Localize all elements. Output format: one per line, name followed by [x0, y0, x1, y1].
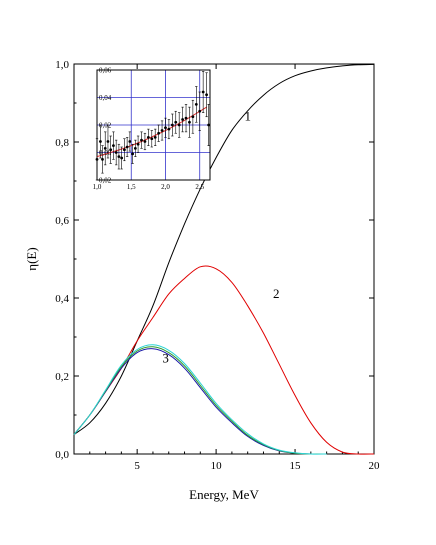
inset-data-point [150, 137, 154, 141]
inset-data-point [164, 126, 167, 130]
series-line-4 [73, 344, 327, 455]
inset-data-point [201, 90, 205, 94]
inset-data-point [170, 123, 174, 127]
y-tick-label: 0,8 [55, 137, 69, 149]
y-tick-label: 0,6 [55, 215, 69, 227]
inset-x-tick-label: 2,5 [195, 183, 204, 191]
x-tick-label: 15 [290, 460, 302, 472]
inset-data-point [177, 123, 181, 127]
inset-data-point [117, 155, 121, 159]
inset-data-point [106, 140, 110, 143]
inset-data-point [198, 109, 202, 113]
main-plot-area: 5 10 15 20 0,0 0,2 0,4 0,6 0,8 1,0 Energy, MeV η(E)… [24, 59, 380, 502]
inset-data-point [133, 146, 137, 150]
inset-data-point [131, 152, 135, 156]
inset-data-point [184, 116, 188, 120]
inset-data-point [181, 118, 185, 121]
inset-data-point [95, 157, 99, 161]
inset-data-point [120, 156, 124, 160]
y-tick-label: 0,2 [55, 371, 69, 383]
inset-data-point [205, 93, 208, 97]
curve-label-1: 1 [245, 109, 252, 124]
inset-data-point [99, 140, 102, 143]
inset-y-tick-label: 0,02 [99, 122, 112, 130]
inset-data-point [153, 135, 157, 139]
x-tick-label: 20 [369, 460, 381, 472]
inset-data-point [167, 127, 171, 131]
y-axis-label: η(E) [24, 247, 39, 270]
inset-data-point [146, 135, 150, 139]
inset-data-point [128, 140, 132, 143]
inset-data-point [122, 148, 126, 152]
inset-data-point [188, 120, 191, 124]
inset-data-point [103, 146, 107, 150]
inset-data-point [125, 145, 129, 149]
inset-x-tick-label: 2,0 [161, 183, 170, 191]
inset-x-tick-label: 1,5 [127, 183, 136, 191]
inset-data-point [109, 148, 113, 152]
x-axis-label: Energy, MeV [189, 487, 259, 502]
inset-data-point [140, 138, 143, 142]
y-tick-label: 0,4 [55, 293, 69, 305]
series-line-3 [73, 346, 327, 455]
inset-data-point [160, 129, 164, 132]
inset-data-point [157, 131, 161, 135]
inset-y-tick-label: 0,02 [99, 177, 112, 185]
series-line-0 [73, 63, 375, 435]
x-tick-label: 10 [211, 460, 223, 472]
inset-data-point [207, 123, 211, 127]
inset-y-tick-label: 0,04 [99, 94, 112, 102]
inset-data-point [112, 144, 115, 148]
inset-y-tick-label: 0,06 [99, 67, 112, 75]
inset-plot-area: 1,0 1,5 2,0 2,50,020,000,020,040,06 [93, 67, 211, 191]
y-tick-label: 0,0 [55, 449, 69, 461]
inset-data-point [143, 140, 147, 143]
inset-data-point [174, 120, 178, 124]
inset-x-tick-label: 1,0 [93, 183, 102, 191]
curve-label-3: 3 [162, 350, 169, 365]
curve-label-2: 2 [273, 286, 280, 301]
inset-data-point [136, 142, 140, 146]
y-tick-label: 1,0 [55, 59, 69, 71]
inset-data-point [101, 157, 104, 161]
inset-data-point [191, 115, 195, 119]
series-line-2 [73, 348, 327, 455]
series-line-1 [73, 265, 375, 455]
inset-data-point [114, 151, 118, 154]
inset-data-point [194, 102, 198, 106]
x-tick-label: 5 [134, 460, 140, 472]
